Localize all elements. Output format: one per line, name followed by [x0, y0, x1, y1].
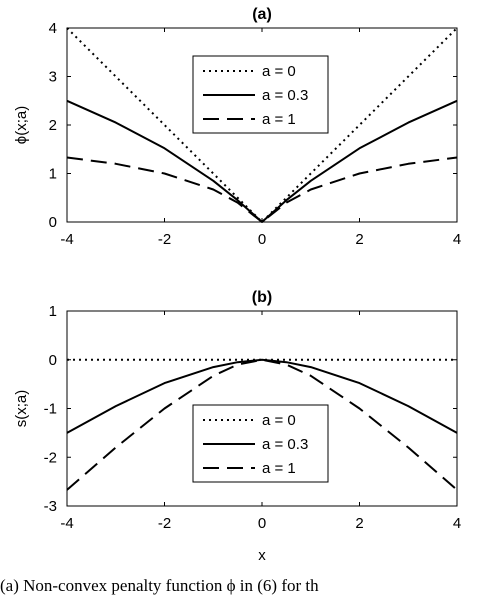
panel-b-legend-label: a = 0 [262, 412, 296, 429]
panel-b-y-tick-label: -3 [44, 498, 57, 515]
panel-b-y-tick-label: -1 [44, 401, 57, 418]
panel-a-title: (a) [252, 6, 272, 23]
panel-a-x-tick-label: -2 [158, 231, 171, 248]
panel-b-legend-label: a = 1 [262, 460, 296, 477]
panel-a-legend-label: a = 0.3 [262, 87, 308, 104]
panel-b-title: (b) [252, 289, 272, 306]
panel-b-y-tick-label: -2 [44, 449, 57, 466]
panel-a-legend-label: a = 0 [262, 63, 296, 80]
panel-b-y-axis-label: s(x;a) [13, 390, 30, 428]
panel-a-x-tick-label: 2 [355, 231, 363, 248]
panel-a-series-line-dotted [66, 27, 458, 223]
panel-b-x-tick-label: 0 [258, 515, 266, 532]
panel-b-y-tick-label: 0 [49, 352, 57, 369]
panel-b-legend-label: a = 0.3 [262, 436, 308, 453]
panel-a-y-tick-label: 2 [49, 117, 57, 134]
panel-a-y-tick-label: 3 [49, 69, 57, 86]
panel-a-x-tick-label: 4 [453, 231, 461, 248]
panel-b-x-tick-label: -4 [60, 515, 73, 532]
panel-b-x-axis-label: x [258, 547, 266, 564]
panel-b-x-tick-label: 2 [355, 515, 363, 532]
figure-caption: (a) Non-convex penalty function ϕ in (6)… [0, 576, 319, 595]
panel-a-y-axis-label: ϕ(x;a) [13, 106, 30, 144]
panel-b-x-tick-label: -2 [158, 515, 171, 532]
panel-b-x-tick-label: 4 [453, 515, 461, 532]
panel-a-y-tick-label: 1 [49, 166, 57, 183]
panel-a-x-tick-label: 0 [258, 231, 266, 248]
panel-a-legend-label: a = 1 [262, 111, 296, 128]
panel-b-series-line-dashed [66, 358, 458, 491]
figure: (a) -4 -2 0 2 4 0 1 2 3 4 ϕ(x;a) a = 0 a = 0.3 a = 1 (b… [13, 6, 461, 564]
panel-a-series-line-dashed [66, 156, 458, 223]
panel-a-y-tick-label: 0 [49, 214, 57, 231]
panel-b-y-tick-label: 1 [49, 303, 57, 320]
panel-b-series-line-solid [66, 358, 458, 434]
panel-a-x-tick-label: -4 [60, 231, 73, 248]
panel-a-y-tick-label: 4 [49, 20, 57, 37]
